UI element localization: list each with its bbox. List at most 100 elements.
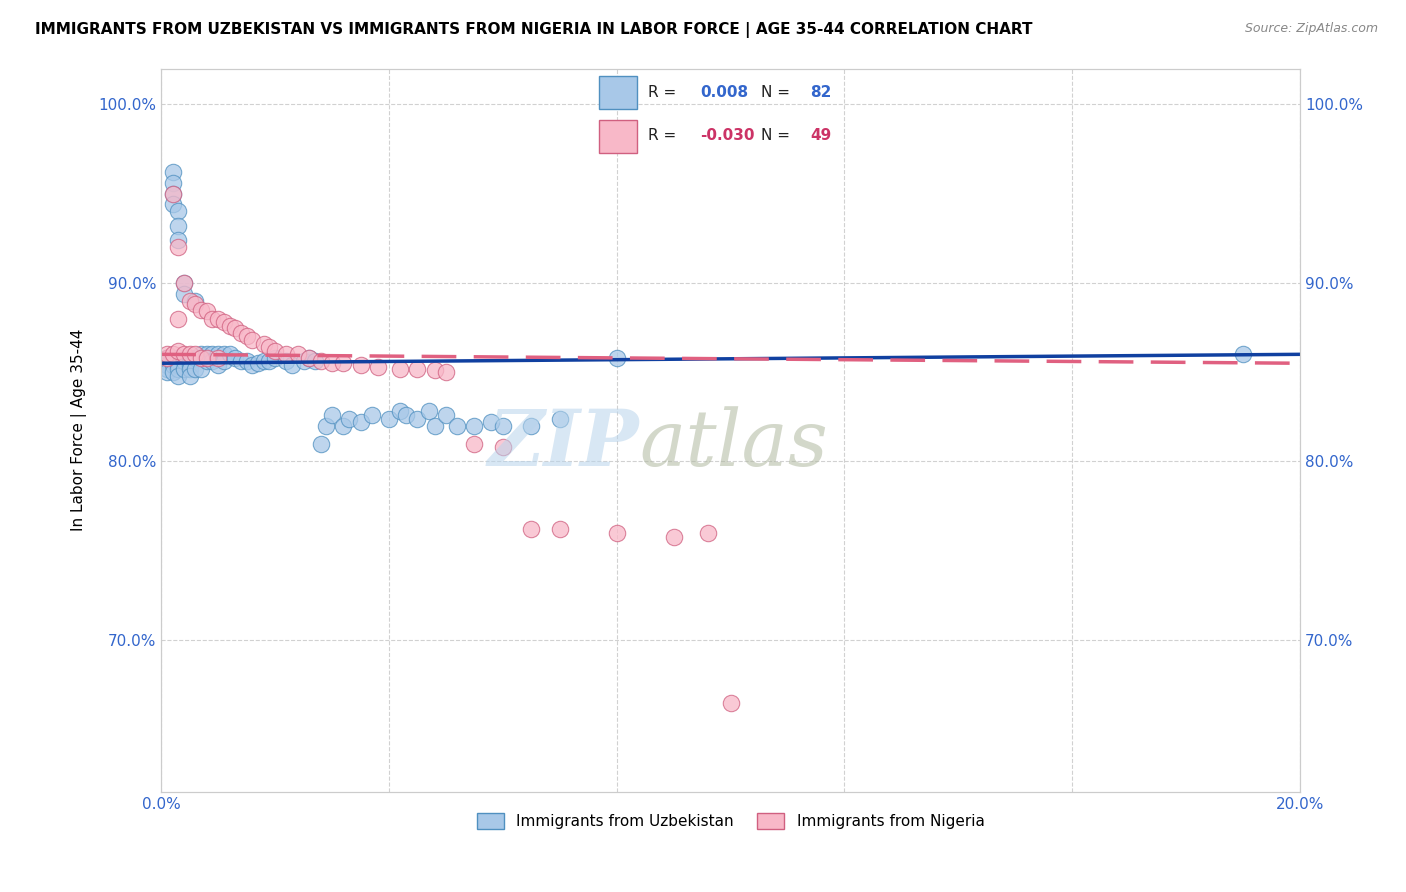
Point: [162, 358, 184, 372]
Point: [321, 356, 343, 370]
Point: [1232, 347, 1254, 361]
Point: [423, 418, 446, 433]
Point: [195, 351, 218, 365]
Point: [156, 347, 179, 361]
Point: [481, 415, 503, 429]
Point: [349, 415, 371, 429]
Point: [184, 361, 207, 376]
Point: [253, 336, 276, 351]
Point: [389, 361, 412, 376]
Point: [520, 418, 543, 433]
Point: [309, 354, 332, 368]
Point: [190, 361, 212, 376]
Point: [190, 347, 212, 361]
Point: [389, 404, 412, 418]
Point: [207, 358, 229, 372]
Point: [406, 411, 429, 425]
Point: [179, 361, 201, 376]
Point: [156, 365, 179, 379]
Point: [179, 351, 201, 365]
Point: [184, 351, 207, 365]
Point: [190, 302, 212, 317]
Text: -0.030: -0.030: [700, 128, 755, 143]
Point: [201, 347, 224, 361]
Point: [292, 354, 315, 368]
Point: [190, 351, 212, 365]
Point: [156, 358, 179, 372]
Point: [212, 347, 235, 361]
Point: [218, 347, 240, 361]
Point: [162, 186, 184, 201]
Bar: [599, 76, 637, 109]
Point: [406, 361, 429, 376]
Text: 82: 82: [810, 85, 831, 100]
Point: [520, 522, 543, 536]
Text: R =: R =: [648, 128, 676, 143]
Point: [167, 351, 190, 365]
Point: [195, 354, 218, 368]
Point: [207, 347, 229, 361]
Point: [276, 347, 298, 361]
Point: [207, 311, 229, 326]
Point: [184, 297, 207, 311]
Point: [696, 525, 718, 540]
Point: [395, 408, 418, 422]
Point: [349, 358, 371, 372]
Point: [167, 204, 190, 219]
Text: R =: R =: [648, 85, 676, 100]
Point: [167, 354, 190, 368]
Point: [332, 418, 354, 433]
Point: [167, 368, 190, 383]
Point: [606, 351, 628, 365]
Point: [276, 354, 298, 368]
Point: [179, 358, 201, 372]
Point: [321, 408, 343, 422]
Point: [418, 404, 440, 418]
Point: [423, 363, 446, 377]
Text: 0.008: 0.008: [700, 85, 748, 100]
Text: IMMIGRANTS FROM UZBEKISTAN VS IMMIGRANTS FROM NIGERIA IN LABOR FORCE | AGE 35-44: IMMIGRANTS FROM UZBEKISTAN VS IMMIGRANTS…: [35, 22, 1032, 38]
Point: [229, 354, 252, 368]
Y-axis label: In Labor Force | Age 35-44: In Labor Force | Age 35-44: [72, 329, 87, 532]
Point: [162, 186, 184, 201]
Point: [156, 351, 179, 365]
Point: [173, 286, 195, 301]
Text: 49: 49: [810, 128, 831, 143]
Point: [184, 293, 207, 308]
Point: [179, 368, 201, 383]
Point: [173, 351, 195, 365]
Point: [173, 354, 195, 368]
Point: [212, 354, 235, 368]
Point: [195, 304, 218, 318]
Point: [162, 351, 184, 365]
Text: Source: ZipAtlas.com: Source: ZipAtlas.com: [1244, 22, 1378, 36]
Point: [162, 365, 184, 379]
Text: atlas: atlas: [640, 407, 828, 483]
Point: [240, 333, 263, 347]
Point: [173, 361, 195, 376]
Text: ZIP: ZIP: [488, 407, 640, 483]
Point: [156, 351, 179, 365]
Point: [212, 315, 235, 329]
Point: [337, 411, 360, 425]
Point: [173, 347, 195, 361]
Point: [492, 418, 515, 433]
Point: [224, 351, 246, 365]
Bar: [599, 120, 637, 153]
Point: [162, 197, 184, 211]
Point: [332, 356, 354, 370]
Point: [548, 411, 571, 425]
Point: [195, 347, 218, 361]
Point: [167, 361, 190, 376]
Point: [264, 343, 287, 358]
Point: [156, 351, 179, 365]
Point: [309, 436, 332, 450]
Point: [184, 347, 207, 361]
Legend: Immigrants from Uzbekistan, Immigrants from Nigeria: Immigrants from Uzbekistan, Immigrants f…: [471, 806, 991, 835]
Point: [162, 176, 184, 190]
Point: [304, 354, 326, 368]
Point: [298, 351, 321, 365]
Point: [162, 347, 184, 361]
Point: [315, 418, 337, 433]
Point: [167, 219, 190, 233]
